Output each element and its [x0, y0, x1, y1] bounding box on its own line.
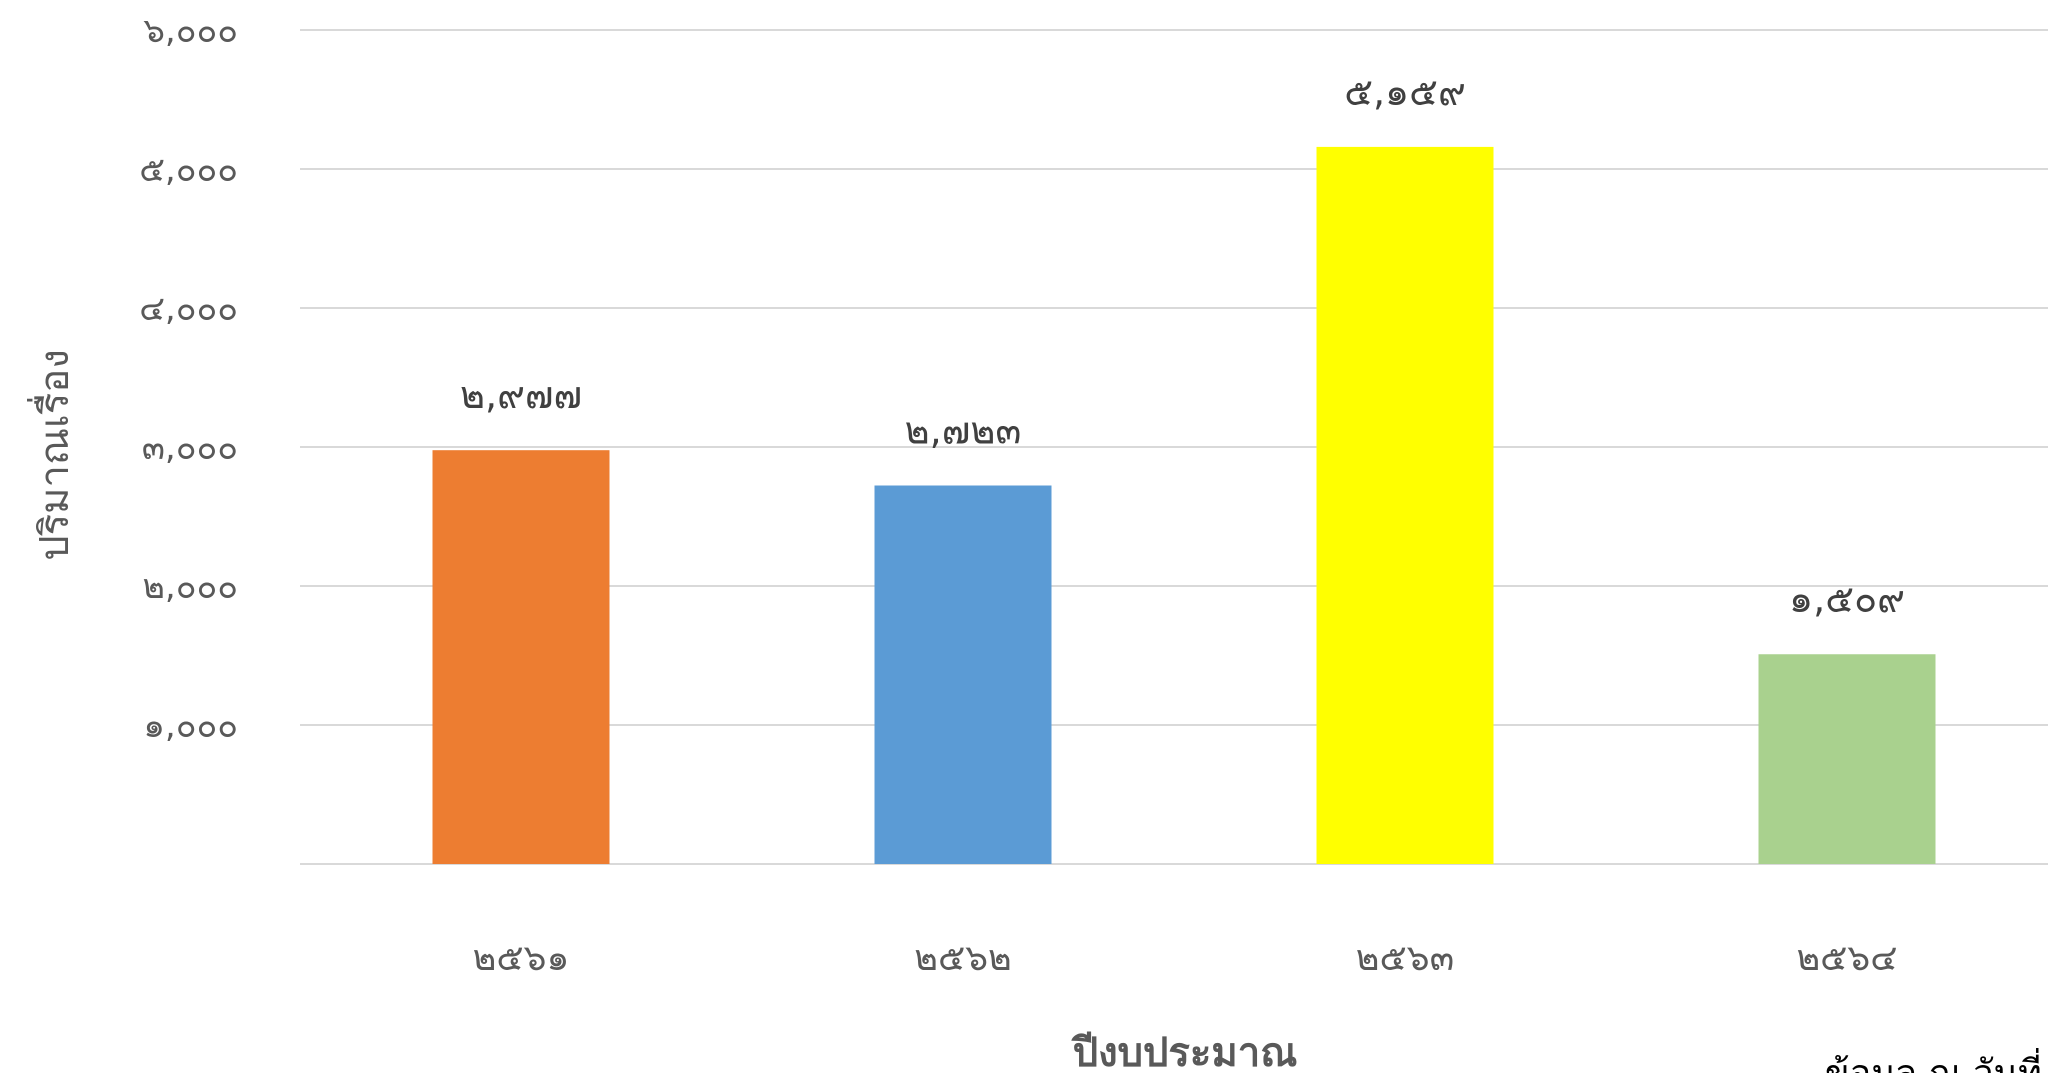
- y-tick-label: ๒,๐๐๐: [143, 567, 238, 607]
- bars: [432, 146, 1936, 865]
- bar: [1316, 146, 1494, 865]
- y-axis-ticks: ๑,๐๐๐ ๒,๐๐๐ ๓,๐๐๐ ๔,๐๐๐ ๕,๐๐๐ ๖,๐๐๐: [139, 11, 238, 746]
- footnote: ข้อมูล ณ วันที่: [1825, 1048, 2042, 1073]
- y-tick-label: ๓,๐๐๐: [142, 428, 238, 468]
- y-tick-label: ๔,๐๐๐: [139, 289, 238, 329]
- y-tick-label: ๖,๐๐๐: [143, 11, 238, 51]
- bar: [874, 485, 1052, 864]
- x-tick-label: ๒๕๖๒: [914, 938, 1012, 979]
- bar: [432, 450, 610, 864]
- data-label: ๕,๑๕๙: [1344, 70, 1466, 114]
- y-tick-label: ๕,๐๐๐: [139, 150, 238, 190]
- x-tick-label: ๒๕๖๔: [1796, 938, 1897, 979]
- data-label: ๒,๙๗๗: [460, 373, 582, 417]
- y-tick-label: ๑,๐๐๐: [143, 706, 238, 746]
- x-axis-title: ปีงบประมาณ: [1071, 1030, 1297, 1073]
- x-axis-ticks: ๒๕๖๑ ๒๕๖๒ ๒๕๖๓ ๒๕๖๔: [473, 938, 1898, 979]
- data-label: ๑,๕๐๙: [1789, 577, 1905, 621]
- y-axis-title: ปริมาณเรื่อง: [27, 349, 78, 561]
- data-label: ๒,๗๒๓: [905, 409, 1022, 453]
- x-tick-label: ๒๕๖๑: [473, 938, 570, 979]
- bar: [1758, 654, 1936, 864]
- x-tick-label: ๒๕๖๓: [1356, 938, 1454, 979]
